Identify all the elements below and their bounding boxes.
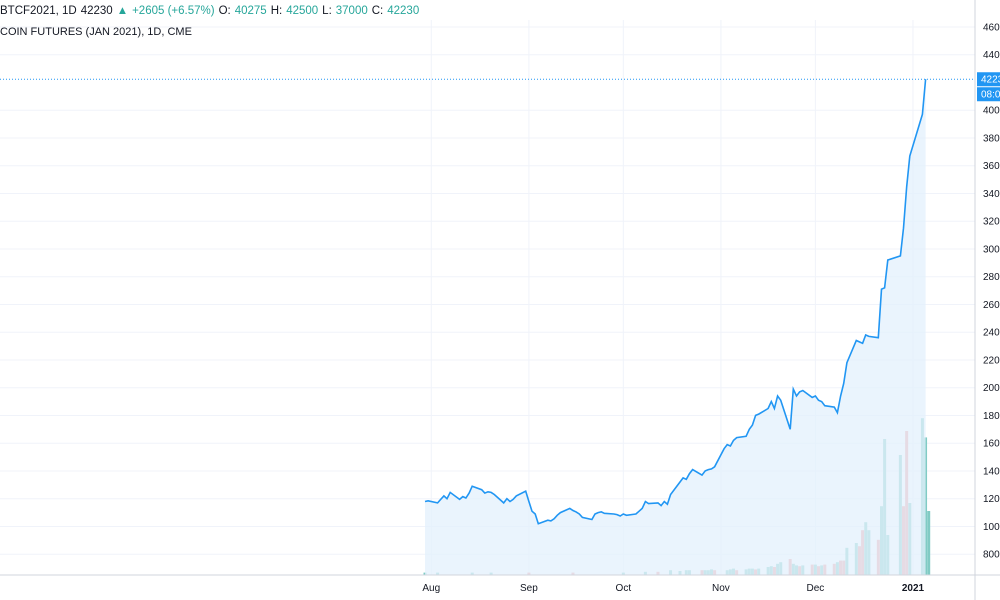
- price-tag-label: 42230: [981, 75, 1000, 86]
- price-axis-tick-label: 24000: [983, 328, 1000, 339]
- price-axis-tick-label: 28000: [983, 272, 1000, 283]
- last-price: 42230: [80, 5, 113, 17]
- time-tag-label: 08:07: [981, 90, 1000, 101]
- price-area: [425, 79, 926, 575]
- time-axis-tick-label: 2021: [902, 583, 925, 594]
- price-axis-tick-label: 32000: [983, 217, 1000, 228]
- high-label: H:: [270, 5, 283, 17]
- chart-title: COIN FUTURES (JAN 2021), 1D, CME: [0, 26, 192, 38]
- price-axis-tick-label: 44000: [983, 50, 1000, 61]
- price-axis-tick-label: 14000: [983, 466, 1000, 477]
- time-axis-tick-label: Oct: [616, 583, 632, 594]
- price-line[interactable]: [424, 79, 927, 525]
- time-axis[interactable]: Aug Sep Oct Nov Dec 2021: [422, 583, 924, 594]
- time-tag: 08:07: [977, 87, 1000, 102]
- open-value: 40275: [234, 5, 267, 17]
- time-axis-tick-label: Dec: [806, 583, 824, 594]
- low-value: 37000: [335, 5, 368, 17]
- close-label: C:: [371, 5, 384, 17]
- price-axis-tick-label: 34000: [983, 189, 1000, 200]
- price-axis-tick-label: 12000: [983, 494, 1000, 505]
- open-label: O:: [218, 5, 231, 17]
- price-tag-bg: [977, 72, 1000, 87]
- close-value: 42230: [387, 5, 420, 17]
- price-axis-tick-label: 26000: [983, 300, 1000, 311]
- time-tag-bg: [977, 87, 1000, 102]
- price-axis-tick-label: 36000: [983, 161, 1000, 172]
- legend-header: BTCF2021, 1D 42230 ▲ +2605 (+6.57%) O: 40…: [0, 2, 419, 20]
- price-axis-tick-label: 38000: [983, 133, 1000, 144]
- price-axis-tick-label: 30000: [983, 244, 1000, 255]
- price-axis-tick-label: 10000: [983, 522, 1000, 533]
- price-axis-tick-label: 18000: [983, 411, 1000, 422]
- price-axis-tick-label: 40000: [983, 106, 1000, 117]
- price-axis-tick-label: 46000: [983, 22, 1000, 33]
- volume-bar: [927, 511, 931, 575]
- low-label: L:: [322, 5, 332, 17]
- time-axis-tick-label: Sep: [520, 583, 538, 594]
- price-axis-tick-label: 16000: [983, 439, 1000, 450]
- time-axis-tick-label: Nov: [712, 583, 730, 594]
- symbol-label[interactable]: BTCF2021, 1D: [0, 5, 77, 17]
- time-axis-tick-label: Aug: [422, 583, 440, 594]
- high-value: 42500: [286, 5, 319, 17]
- price-axis[interactable]: 8000 10000 12000 14000 16000 18000 20000 22000 2…: [983, 22, 1000, 560]
- price-axis-tick-label: 22000: [983, 355, 1000, 366]
- change-value: +2605 (+6.57%): [132, 5, 215, 17]
- price-axis-tick-label: 8000: [983, 550, 1000, 561]
- price-tag: 42230: [977, 72, 1000, 87]
- price-axis-tick-label: 20000: [983, 383, 1000, 394]
- up-arrow-icon: ▲: [116, 5, 129, 17]
